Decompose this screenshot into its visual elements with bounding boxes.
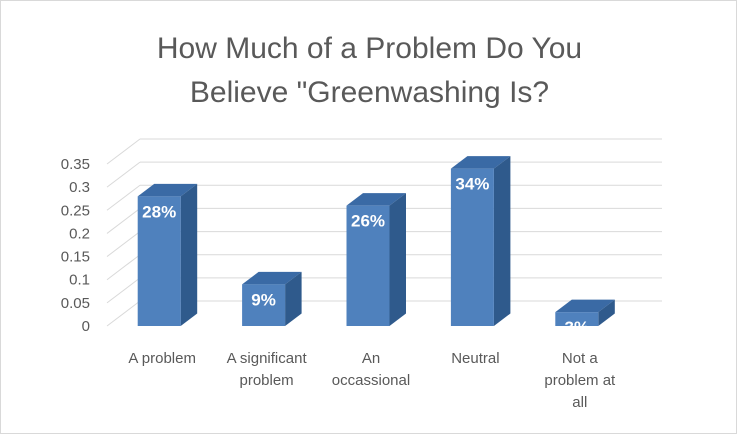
bar-top <box>555 299 615 313</box>
y-tick-label: 0.05 <box>61 295 90 312</box>
bar <box>137 196 181 326</box>
bar <box>242 284 286 326</box>
gridline-diag <box>106 254 141 281</box>
bar-side <box>180 183 198 326</box>
chart-title-line-2: Believe "Greenwashing Is? <box>189 76 550 109</box>
bar-top <box>346 193 406 206</box>
x-tick-label: Not a <box>562 350 599 367</box>
gridline-diag <box>106 231 141 257</box>
x-tick-label: A significant <box>227 350 308 367</box>
gridline-diag <box>106 184 141 211</box>
bar-side <box>389 193 406 326</box>
gridline-diag <box>106 208 141 234</box>
bar <box>346 205 390 326</box>
bar-top <box>242 271 302 285</box>
data-label: 26% <box>351 212 385 231</box>
gridline-diag <box>106 161 141 188</box>
data-label: 28% <box>142 202 176 221</box>
x-tick-label: problem at <box>544 372 616 389</box>
bar-side <box>598 299 615 326</box>
bar-top <box>450 156 511 169</box>
bar-side <box>285 271 302 326</box>
x-tick-label: An <box>362 350 380 367</box>
data-label: 9% <box>251 290 276 309</box>
x-tick-label: occassional <box>332 372 410 389</box>
data-label: 34% <box>455 175 489 194</box>
x-tick-label: problem <box>239 372 293 389</box>
x-tick-label: all <box>572 394 587 411</box>
gridline-diag <box>106 300 141 327</box>
chart-title: How Much of a Problem Do You Believe "Gr… <box>1 27 736 115</box>
y-tick-label: 0 <box>82 318 90 335</box>
chart-title-line-1: How Much of a Problem Do You <box>156 32 583 65</box>
x-tick-label: Neutral <box>451 350 499 367</box>
bar-side <box>493 156 511 326</box>
bar <box>450 168 494 326</box>
data-label: 3% <box>565 318 590 337</box>
y-tick-label: 0.3 <box>69 179 90 196</box>
bar-top <box>137 183 198 197</box>
y-tick-label: 0.25 <box>61 202 90 219</box>
y-tick-label: 0.15 <box>61 249 90 266</box>
y-tick-label: 0.35 <box>61 156 90 173</box>
bar <box>555 312 599 326</box>
x-tick-label: A problem <box>128 350 196 367</box>
y-tick-label: 0.1 <box>69 272 90 289</box>
gridline-diag <box>106 138 141 165</box>
y-tick-label: 0.2 <box>69 225 90 242</box>
gridline-diag <box>106 277 141 304</box>
